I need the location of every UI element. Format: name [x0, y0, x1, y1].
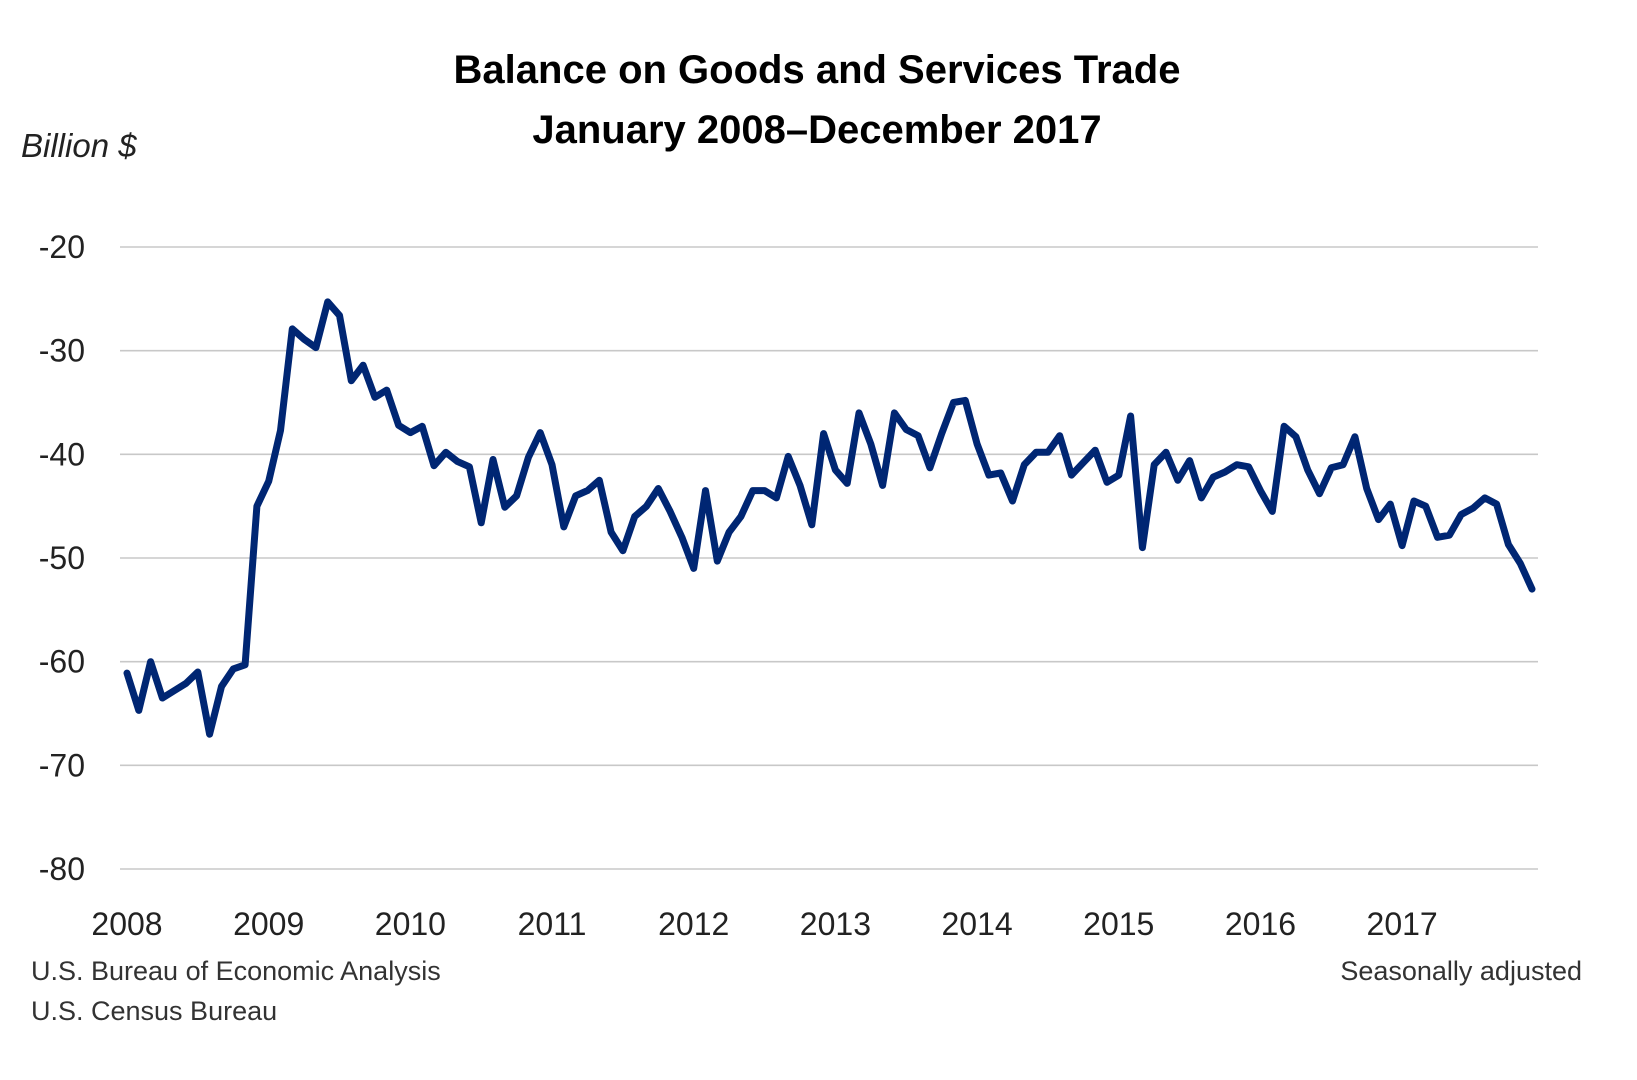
x-tick-label: 2010 — [375, 906, 446, 942]
x-tick-label: 2017 — [1367, 906, 1438, 942]
y-tick-label: -80 — [39, 851, 85, 887]
source-bea: U.S. Bureau of Economic Analysis — [31, 956, 441, 986]
x-tick-label: 2013 — [800, 906, 871, 942]
x-tick-label: 2014 — [941, 906, 1012, 942]
x-tick-label: 2009 — [233, 906, 304, 942]
x-tick-label: 2016 — [1225, 906, 1296, 942]
x-tick-label: 2015 — [1083, 906, 1154, 942]
y-tick-label: -20 — [39, 229, 85, 265]
y-tick-label: -40 — [39, 436, 85, 472]
source-census: U.S. Census Bureau — [31, 996, 277, 1026]
y-axis-label: Billion $ — [21, 127, 137, 164]
seasonally-adjusted-note: Seasonally adjusted — [1340, 956, 1582, 986]
y-tick-label: -30 — [39, 333, 85, 369]
trade-balance-line — [123, 298, 1536, 738]
y-tick-label: -50 — [39, 540, 85, 576]
x-tick-label: 2012 — [658, 906, 729, 942]
y-tick-label: -70 — [39, 747, 85, 783]
x-tick-label: 2008 — [91, 906, 162, 942]
y-tick-label: -60 — [39, 644, 85, 680]
chart-title: Balance on Goods and Services Trade — [454, 48, 1181, 92]
chart-subtitle: January 2008–December 2017 — [532, 108, 1101, 152]
x-tick-label: 2011 — [518, 906, 587, 942]
